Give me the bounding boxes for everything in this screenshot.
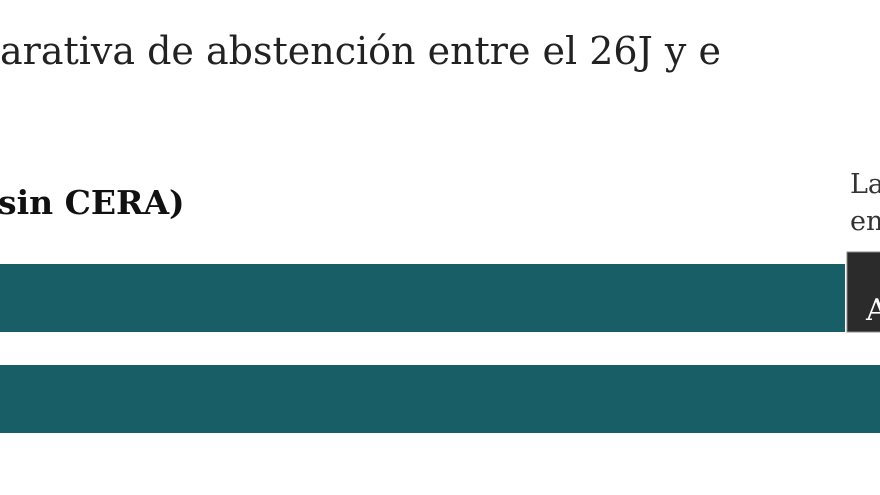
side-note: en	[850, 206, 880, 237]
side-note: La	[850, 169, 880, 200]
bar	[0, 365, 880, 433]
tooltip-label: A	[865, 293, 880, 328]
title: arativa de abstención entre el 26J y e	[0, 29, 721, 73]
subtitle: sin CERA)	[0, 183, 185, 222]
bar	[0, 264, 845, 332]
tooltip-box	[846, 251, 880, 333]
